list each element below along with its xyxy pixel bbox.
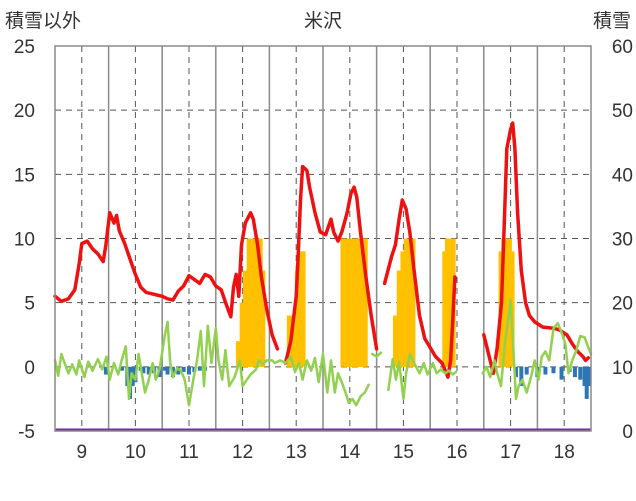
negative-bar — [165, 366, 170, 375]
y-right-tick-label: 30 — [612, 230, 633, 251]
y-left-tick-label: 25 — [14, 37, 35, 58]
negative-bar — [187, 366, 191, 375]
y-right-tick-label: 20 — [612, 294, 633, 315]
y-left-tick-label: 20 — [14, 101, 35, 122]
series-line-red — [53, 211, 280, 351]
chart-title: 米沢 — [304, 10, 342, 32]
y-right-tick-label: 60 — [612, 37, 633, 58]
series-line-green — [53, 320, 370, 407]
snow-depth-bars — [235, 238, 515, 367]
negative-bar — [176, 366, 181, 375]
negative-bar — [584, 366, 589, 399]
x-tick-label: 17 — [500, 442, 521, 463]
series-line-red — [283, 164, 379, 365]
x-tick-label: 9 — [77, 442, 88, 463]
y-left-tick-label: 5 — [24, 294, 35, 315]
y-right-tick-label: 10 — [612, 358, 633, 379]
negative-bar — [559, 366, 564, 380]
y-left-tick-label: 0 — [24, 358, 35, 379]
negative-bar — [524, 366, 529, 375]
negative-bar — [162, 366, 167, 371]
negative-bar — [513, 366, 518, 378]
negative-bar — [141, 366, 146, 374]
y-left-tick-label: 10 — [14, 230, 35, 251]
x-tick-label: 14 — [339, 442, 361, 463]
plot-border — [54, 45, 592, 432]
x-tick-label: 11 — [179, 442, 199, 463]
negative-bar — [543, 366, 548, 375]
plot-frame — [54, 45, 592, 432]
negative-bar — [181, 366, 186, 372]
x-tick-label: 18 — [554, 442, 575, 463]
series-line-green — [387, 352, 458, 401]
y-left-tick-label: 15 — [14, 165, 35, 186]
snow-depth-bar — [250, 238, 259, 367]
y-left-tick-label: -5 — [18, 422, 35, 443]
y-right-tick-label: 40 — [612, 165, 633, 186]
series-line-red — [482, 121, 591, 376]
negative-bars — [103, 366, 592, 399]
snow-depth-bar — [359, 238, 368, 367]
series-line-green — [371, 351, 383, 358]
y-right-tick-label: 50 — [612, 101, 633, 122]
negative-bar — [146, 366, 151, 375]
x-tick-label: 15 — [393, 442, 414, 463]
series-lines — [53, 121, 593, 432]
x-tick-label: 13 — [286, 442, 307, 463]
negative-bar — [519, 366, 524, 387]
negative-bar — [572, 366, 577, 378]
x-tick-label: 10 — [125, 442, 146, 463]
negative-bar — [587, 366, 592, 387]
negative-bar — [120, 366, 124, 371]
negative-bar — [578, 366, 583, 380]
y-right-tick-label: 0 — [622, 422, 633, 443]
right-axis-label: 積雪 — [593, 10, 631, 32]
snow-depth-bar — [257, 270, 266, 367]
negative-bar — [582, 366, 587, 387]
left-axis-label: 積雪以外 — [5, 10, 81, 32]
series-line-green — [481, 298, 593, 401]
negative-bar — [103, 366, 108, 375]
negative-bar — [551, 366, 556, 374]
snow-depth-bar — [407, 238, 416, 367]
x-tick-label: 12 — [232, 442, 253, 463]
snow-depth-bar — [447, 238, 456, 367]
x-tick-label: 16 — [446, 442, 467, 463]
negative-bar — [197, 366, 202, 371]
snow-depth-bar — [297, 251, 306, 367]
